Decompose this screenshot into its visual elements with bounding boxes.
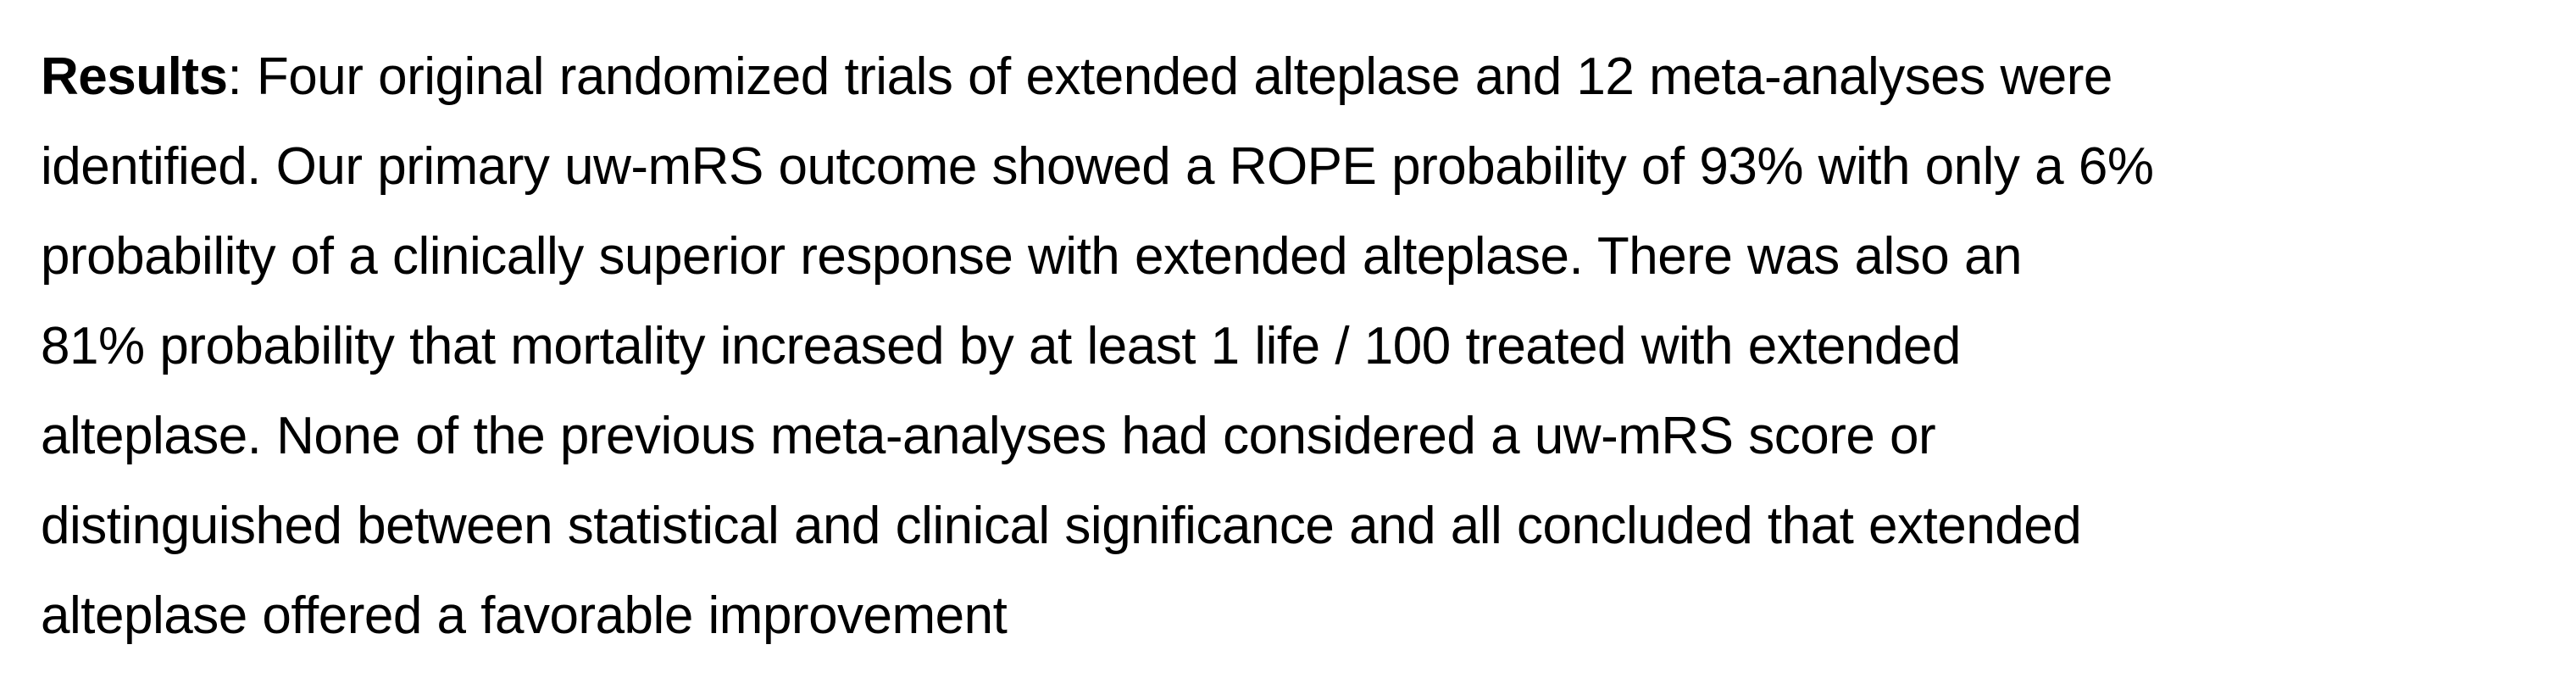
results-label: Results <box>41 47 228 106</box>
results-line-2: identified. Our primary uw-mRS outcome s… <box>41 137 2154 196</box>
results-line-7: alteplase offered a favorable improvemen… <box>41 586 1008 645</box>
results-separator: : <box>227 47 242 106</box>
results-line-1: Four original randomized trials of exten… <box>242 47 2112 106</box>
results-line-5: alteplase. None of the previous meta-ana… <box>41 407 1936 465</box>
results-line-4: 81% probability that mortality increased… <box>41 317 1961 375</box>
results-paragraph: Results: Four original randomized trials… <box>41 32 2549 661</box>
results-line-6: distinguished between statistical and cl… <box>41 497 2082 555</box>
results-line-3: probability of a clinically superior res… <box>41 227 2022 286</box>
